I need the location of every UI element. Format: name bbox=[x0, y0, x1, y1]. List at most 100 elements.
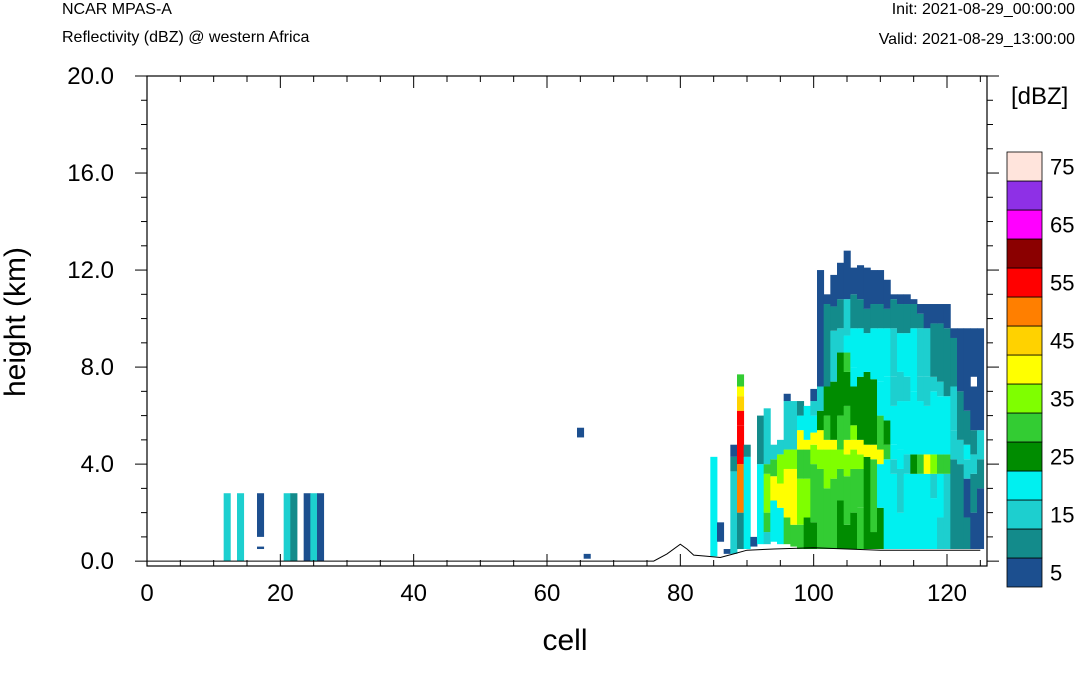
reflectivity-cell bbox=[910, 473, 918, 550]
reflectivity-cell bbox=[930, 473, 938, 499]
reflectivity-cell bbox=[837, 468, 845, 501]
reflectivity-cell bbox=[310, 493, 318, 562]
reflectivity-cell bbox=[790, 468, 798, 525]
x-tick-label: 120 bbox=[927, 580, 967, 607]
reflectivity-cell bbox=[577, 427, 585, 438]
colorbar-swatch bbox=[1006, 151, 1043, 182]
reflectivity-cell bbox=[977, 328, 985, 431]
reflectivity-cell bbox=[303, 493, 311, 562]
reflectivity-cell bbox=[930, 376, 938, 392]
reflectivity-cell bbox=[930, 454, 938, 474]
reflectivity-cell bbox=[857, 299, 865, 329]
reflectivity-cell bbox=[783, 401, 791, 450]
reflectivity-cell bbox=[757, 464, 765, 545]
reflectivity-cell bbox=[850, 512, 858, 550]
reflectivity-cell bbox=[970, 473, 978, 513]
reflectivity-cell bbox=[923, 454, 931, 474]
reflectivity-cell bbox=[857, 468, 865, 508]
reflectivity-cell bbox=[957, 328, 965, 392]
y-tick-label: 20.0 bbox=[67, 63, 114, 90]
reflectivity-cell bbox=[890, 294, 898, 300]
reflectivity-cell bbox=[977, 430, 985, 460]
reflectivity-cell bbox=[797, 449, 805, 479]
reflectivity-cell bbox=[223, 493, 231, 562]
reflectivity-cell bbox=[797, 415, 805, 431]
reflectivity-cell bbox=[283, 493, 291, 562]
reflectivity-cell bbox=[883, 459, 891, 550]
reflectivity-cell bbox=[850, 468, 858, 513]
reflectivity-cell bbox=[863, 456, 871, 550]
reflectivity-cell bbox=[890, 405, 898, 445]
reflectivity-cell bbox=[777, 439, 785, 455]
reflectivity-cell bbox=[817, 270, 825, 387]
reflectivity-cell bbox=[850, 449, 858, 469]
reflectivity-cell bbox=[930, 391, 938, 455]
reflectivity-cell bbox=[790, 449, 798, 469]
header-model-name: NCAR MPAS-A bbox=[62, 1, 172, 18]
reflectivity-cell bbox=[890, 473, 898, 550]
reflectivity-cell bbox=[890, 444, 898, 460]
reflectivity-cell bbox=[750, 536, 758, 547]
reflectivity-cell bbox=[730, 471, 738, 554]
colorbar-swatch bbox=[1006, 528, 1043, 559]
reflectivity-cell bbox=[850, 294, 858, 329]
reflectivity-cell bbox=[823, 415, 831, 440]
reflectivity-cell bbox=[870, 304, 878, 329]
reflectivity-cell bbox=[843, 405, 851, 440]
reflectivity-cell bbox=[737, 410, 745, 426]
reflectivity-cell bbox=[977, 488, 985, 550]
reflectivity-cell bbox=[910, 304, 918, 329]
reflectivity-cell bbox=[903, 376, 911, 402]
reflectivity-cell bbox=[937, 381, 945, 397]
reflectivity-cell bbox=[917, 401, 925, 455]
colorbar-swatch bbox=[1006, 441, 1043, 472]
reflectivity-cell bbox=[957, 391, 965, 440]
reflectivity-cell bbox=[830, 439, 838, 450]
reflectivity-cell bbox=[923, 304, 931, 329]
reflectivity-cell bbox=[937, 323, 945, 382]
reflectivity-cell bbox=[950, 459, 958, 550]
colorbar-swatch bbox=[1006, 557, 1043, 588]
reflectivity-cell bbox=[917, 473, 925, 550]
reflectivity-cell bbox=[837, 415, 845, 450]
reflectivity-cell bbox=[763, 408, 771, 465]
reflectivity-cell bbox=[910, 391, 918, 455]
y-tick-label: 0.0 bbox=[81, 548, 114, 575]
colorbar-label: 35 bbox=[1050, 387, 1074, 412]
reflectivity-cell bbox=[943, 304, 951, 329]
colorbar-swatch bbox=[1006, 267, 1043, 298]
reflectivity-cell bbox=[863, 371, 871, 445]
reflectivity-cell bbox=[957, 464, 965, 550]
colorbar-label: 25 bbox=[1050, 445, 1074, 470]
reflectivity-cell bbox=[737, 374, 745, 387]
reflectivity-cell bbox=[803, 478, 811, 518]
reflectivity-cell bbox=[857, 507, 865, 550]
reflectivity-cell bbox=[730, 444, 738, 457]
plot-frame bbox=[146, 75, 988, 567]
reflectivity-cell bbox=[797, 478, 805, 525]
colorbar-swatch bbox=[1006, 325, 1043, 356]
reflectivity-cell bbox=[817, 386, 825, 411]
reflectivity-cell bbox=[883, 444, 891, 460]
reflectivity-cell bbox=[923, 473, 931, 550]
reflectivity-cell bbox=[903, 454, 911, 474]
reflectivity-cell bbox=[817, 449, 825, 469]
reflectivity-cell bbox=[843, 250, 851, 300]
reflectivity-cell bbox=[843, 299, 851, 336]
reflectivity-cell bbox=[943, 473, 951, 550]
reflectivity-cell bbox=[583, 553, 591, 559]
reflectivity-cell bbox=[877, 464, 885, 508]
reflectivity-cell bbox=[830, 478, 838, 550]
reflectivity-cell bbox=[883, 328, 891, 377]
reflectivity-cell bbox=[963, 328, 971, 411]
reflectivity-cell bbox=[843, 476, 851, 525]
reflectivity-cell bbox=[903, 304, 911, 334]
y-tick-label: 16.0 bbox=[67, 160, 114, 187]
header-field-description: Reflectivity (dBZ) @ western Africa bbox=[62, 29, 310, 46]
reflectivity-cell bbox=[890, 299, 898, 329]
colorbar-swatch bbox=[1006, 412, 1043, 443]
reflectivity-cell bbox=[723, 549, 731, 554]
reflectivity-cell bbox=[857, 376, 865, 440]
reflectivity-cell bbox=[743, 456, 751, 550]
y-axis-label: height (km) bbox=[0, 247, 32, 397]
